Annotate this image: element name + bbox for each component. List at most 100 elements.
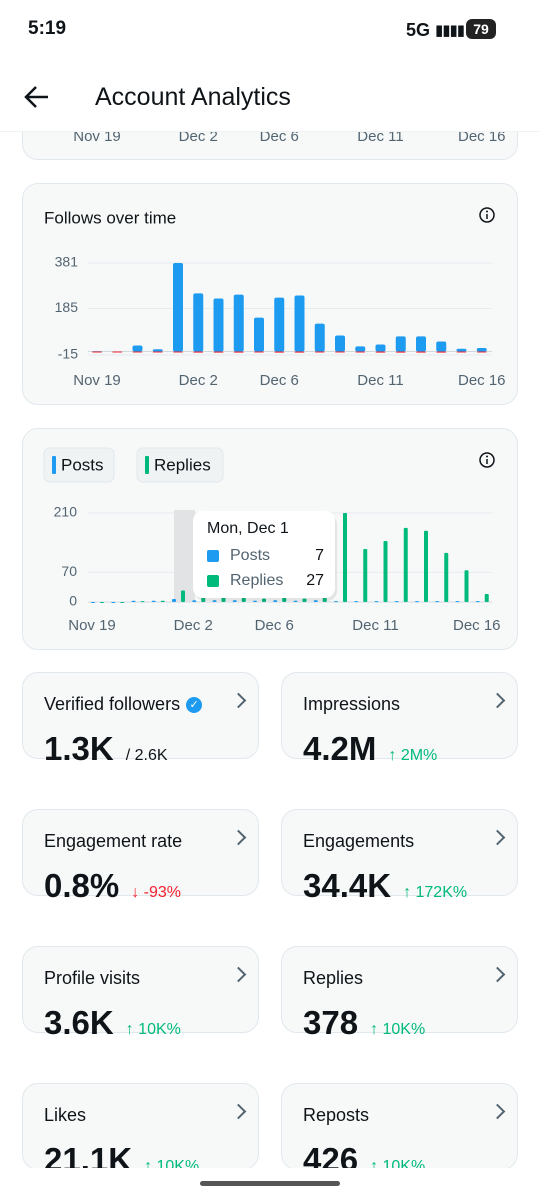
bar (192, 600, 197, 602)
bar (355, 351, 366, 353)
x-tick-label: Dec 2 (179, 372, 218, 389)
tooltip: Mon, Dec 1 Posts 7 Replies 27 (193, 511, 337, 601)
y-tick-label: 70 (61, 563, 77, 579)
status-network: 5G (406, 20, 431, 40)
bar (383, 540, 388, 602)
bar (213, 351, 224, 353)
metric-value: 0.8% (44, 867, 120, 904)
bar (374, 601, 379, 603)
bar (464, 570, 469, 602)
signal-icon: ▮▮▮▮ (435, 22, 465, 39)
metric-value: 1.3K (44, 730, 114, 767)
bar (395, 336, 406, 352)
follows-card (22, 183, 518, 405)
bar (416, 351, 426, 353)
bar (254, 317, 264, 352)
bar (475, 601, 480, 603)
bar (274, 351, 285, 353)
metric-label: Engagements (303, 831, 414, 852)
status-time: 5:19 (28, 18, 67, 39)
bar (201, 597, 206, 602)
metric-label: Reposts (303, 1105, 369, 1126)
metric-value: 3.6K (44, 1004, 114, 1041)
legend-chip (43, 447, 115, 483)
bar (294, 351, 305, 353)
back-button[interactable] (24, 84, 50, 110)
x-tick-label: Dec 16 (458, 128, 506, 145)
bar (416, 336, 426, 352)
metric-detail: ↑ 10K% (370, 1158, 426, 1175)
bar (395, 351, 406, 353)
metric-detail: ↑ 10K% (125, 1021, 181, 1038)
metric-label: Verified followers ✓ (44, 694, 203, 715)
home-indicator (200, 1181, 340, 1186)
bar (241, 597, 246, 602)
bar (131, 600, 136, 602)
tooltip-title: Mon, Dec 1 (207, 520, 289, 537)
tooltip-value: 7 (315, 547, 324, 564)
metric-row: 21.1K ↑ 10K% (44, 1141, 199, 1178)
bar (132, 351, 143, 353)
x-tick-label: Dec 6 (260, 372, 299, 389)
y-tick-label: 185 (55, 299, 79, 315)
bar (363, 549, 368, 602)
bar (314, 351, 325, 353)
info-icon (486, 210, 488, 213)
bar (456, 351, 467, 353)
bar (375, 344, 386, 352)
bar (302, 598, 307, 602)
legend-swatch (145, 456, 149, 474)
bar (233, 351, 244, 353)
bar (181, 590, 185, 602)
bar (173, 263, 183, 352)
metric-card[interactable]: Engagement rate 0.8% ↓ -93% (22, 809, 259, 904)
info-icon (479, 207, 495, 223)
chevron (489, 1103, 506, 1120)
metric-card[interactable]: Likes 21.1K ↑ 10K% (22, 1083, 259, 1168)
bar (314, 323, 325, 352)
metric-label-text: Impressions (303, 694, 401, 714)
x-tick-label: Dec 6 (260, 128, 299, 145)
tooltip-value: 27 (306, 572, 324, 589)
bar (435, 601, 440, 603)
metric-card[interactable]: Verified followers ✓ 1.3K / 2.6K (22, 672, 259, 767)
metric-label: Likes (44, 1105, 86, 1126)
metric-card[interactable]: Profile visits 3.6K ↑ 10K% (22, 946, 259, 1041)
x-tick-label: Dec 16 (458, 372, 506, 389)
bar (343, 513, 347, 602)
bar (112, 351, 123, 353)
metric-label: Replies (303, 968, 363, 989)
bar (415, 601, 419, 603)
bar (273, 600, 278, 602)
metric-label-text: Profile visits (44, 968, 141, 988)
bar (193, 351, 204, 353)
metric-card[interactable]: Impressions 4.2M ↑ 2M% (281, 672, 518, 767)
tooltip-swatch (207, 575, 219, 587)
chevron (489, 829, 506, 846)
bar (212, 600, 217, 602)
tooltip-series: Posts (230, 547, 270, 564)
y-tick-label: 381 (55, 254, 79, 270)
metric-card[interactable]: Engagements 34.4K ↑ 172K% (281, 809, 518, 904)
metric-value: 4.2M (303, 730, 377, 767)
metric-row: 34.4K ↑ 172K% (303, 867, 467, 905)
bar (254, 351, 264, 353)
chevron (230, 1103, 247, 1120)
metric-label: Engagement rate (44, 831, 182, 852)
x-tick-label: Nov 19 (68, 617, 116, 634)
chevron (230, 829, 247, 846)
bar (152, 349, 163, 352)
bar (100, 602, 104, 603)
verified-badge: ✓ (186, 696, 203, 713)
metric-card[interactable]: Reposts 426 ↑ 10K% (281, 1083, 518, 1168)
y-tick-label: 0 (69, 593, 77, 609)
bar (274, 297, 285, 352)
bar (132, 345, 143, 352)
metric-card[interactable]: Replies 378 ↑ 10K% (281, 946, 518, 1041)
metric-row: 426 ↑ 10K% (303, 1141, 426, 1175)
metric-label-text: Engagements (303, 831, 415, 851)
chevron (489, 966, 506, 983)
bar (456, 348, 467, 352)
metric-value: 21.1K (44, 1141, 133, 1178)
